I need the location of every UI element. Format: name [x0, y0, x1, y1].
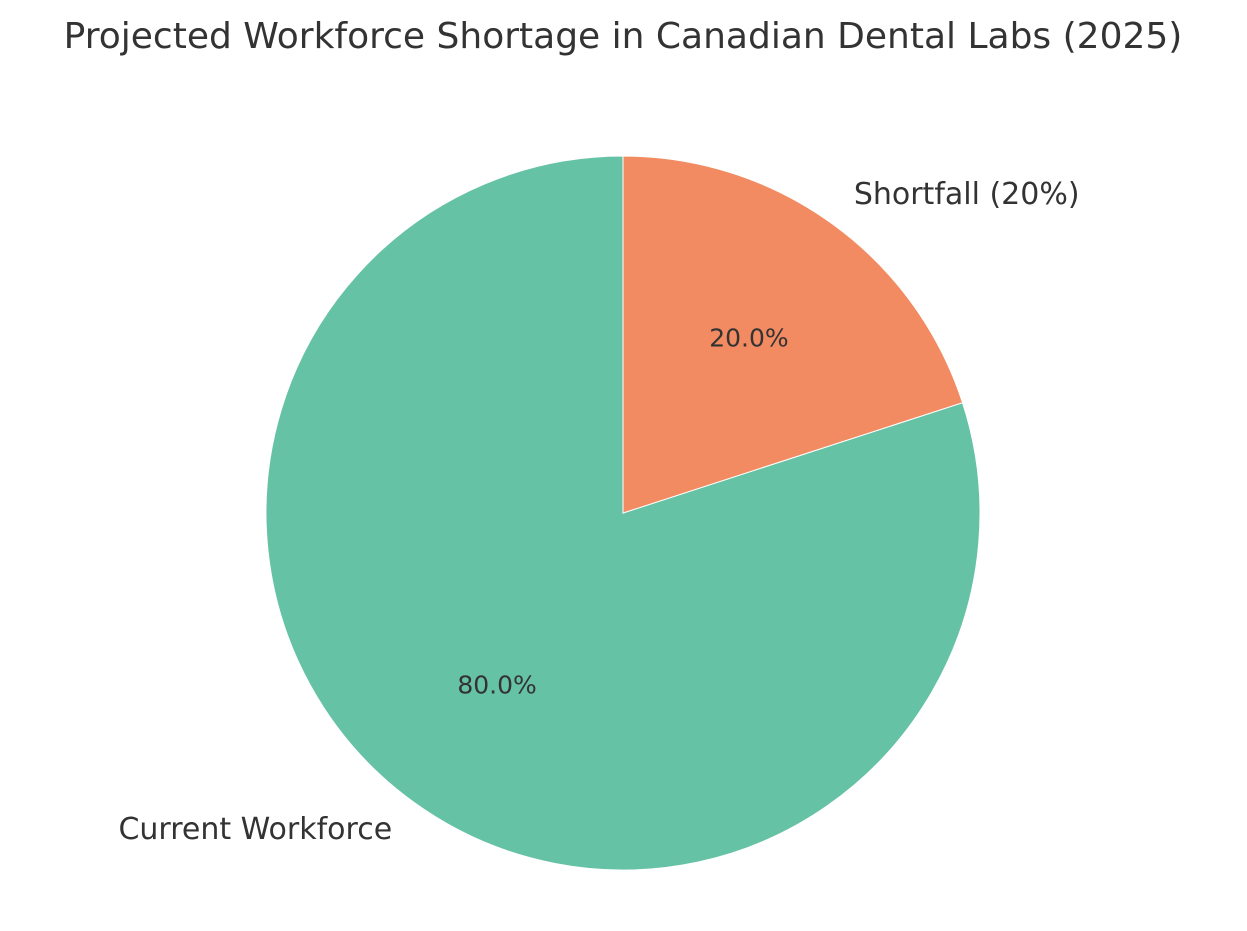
value-label: 20.0%	[709, 324, 788, 353]
slice-label: Shortfall (20%)	[854, 177, 1080, 212]
pie-slice	[265, 155, 981, 871]
chart-title: Projected Workforce Shortage in Canadian…	[64, 16, 1183, 57]
value-label: 80.0%	[457, 670, 536, 699]
slice-label: Current Workforce	[118, 812, 392, 847]
pie-slice	[622, 155, 964, 514]
